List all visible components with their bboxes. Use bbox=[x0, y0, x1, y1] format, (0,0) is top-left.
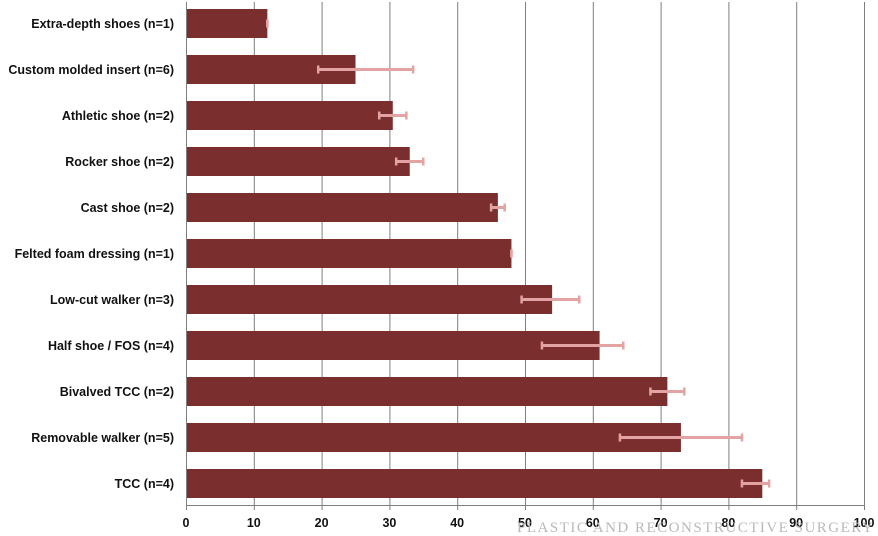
bar-4 bbox=[186, 193, 498, 222]
error-bar-4 bbox=[489, 203, 506, 212]
category-label-6: Low-cut walker (n=3) bbox=[50, 293, 174, 307]
category-label-4: Cast shoe (n=2) bbox=[81, 201, 174, 215]
category-label-1: Custom molded insert (n=6) bbox=[8, 63, 174, 77]
category-labels: Extra-depth shoes (n=1) Custom molded ins… bbox=[8, 17, 174, 491]
bar-5 bbox=[186, 239, 512, 268]
error-bar-2 bbox=[377, 111, 408, 120]
x-tick-labels: 0 10 20 30 40 50 60 70 80 90 100 bbox=[183, 516, 875, 530]
category-label-7: Half shoe / FOS (n=4) bbox=[48, 339, 174, 353]
bar-7 bbox=[186, 331, 600, 360]
category-label-0: Extra-depth shoes (n=1) bbox=[31, 17, 174, 31]
watermark-text: PLASTIC AND RECONSTRUCTIVE SURGERY bbox=[517, 520, 874, 536]
category-label-9: Removable walker (n=5) bbox=[31, 431, 174, 445]
category-label-3: Rocker shoe (n=2) bbox=[65, 155, 174, 169]
tick-label-100: 100 bbox=[854, 516, 875, 530]
category-label-10: TCC (n=4) bbox=[115, 477, 174, 491]
error-bar-3 bbox=[394, 157, 425, 166]
tick-label-0: 0 bbox=[183, 516, 190, 530]
tick-label-50: 50 bbox=[518, 516, 532, 530]
bar-10 bbox=[186, 469, 763, 498]
tick-label-90: 90 bbox=[789, 516, 803, 530]
tick-label-20: 20 bbox=[315, 516, 329, 530]
error-bars bbox=[266, 19, 771, 488]
tick-label-70: 70 bbox=[654, 516, 668, 530]
error-bar-7 bbox=[540, 341, 625, 350]
error-bar-10 bbox=[740, 479, 771, 488]
grid-lines bbox=[253, 2, 865, 505]
tick-label-60: 60 bbox=[586, 516, 600, 530]
category-label-2: Athletic shoe (n=2) bbox=[62, 109, 174, 123]
category-label-5: Felted foam dressing (n=1) bbox=[15, 247, 174, 261]
tick-label-10: 10 bbox=[247, 516, 261, 530]
tick-label-30: 30 bbox=[382, 516, 396, 530]
error-bar-8 bbox=[649, 387, 686, 396]
bar-9 bbox=[186, 423, 681, 452]
error-bar-1 bbox=[316, 65, 415, 74]
bar-2 bbox=[186, 101, 393, 130]
error-bar-9 bbox=[618, 433, 744, 442]
error-bar-6 bbox=[520, 295, 581, 304]
bar-0 bbox=[186, 9, 268, 38]
bars bbox=[186, 9, 763, 498]
bar-3 bbox=[186, 147, 410, 176]
tick-label-80: 80 bbox=[721, 516, 735, 530]
bar-6 bbox=[186, 285, 553, 314]
bar-8 bbox=[186, 377, 668, 406]
category-label-8: Bivalved TCC (n=2) bbox=[60, 385, 174, 399]
tick-label-40: 40 bbox=[450, 516, 464, 530]
axes bbox=[186, 2, 865, 510]
